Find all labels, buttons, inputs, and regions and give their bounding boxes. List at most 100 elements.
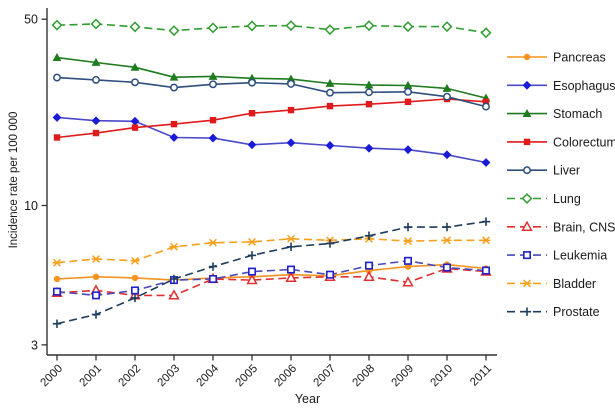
legend-item-brain-cns: Brain, CNS: [507, 220, 615, 234]
series-markers-brain-cns: [51, 262, 492, 300]
data-point-colorectum-2008: [365, 100, 373, 108]
legend: Pancreas Esophagus Stomach Colorectum Liver L…: [507, 51, 615, 319]
data-point-leukemia-2002: [131, 286, 140, 295]
legend-label-prostate: Prostate: [553, 305, 600, 319]
data-point-liver-2002: [131, 78, 139, 87]
legend-label-lung: Lung: [553, 192, 581, 206]
data-point-bladder-2001: [91, 255, 101, 263]
x-tick-label-2008: 2008: [351, 363, 378, 390]
legend-item-lung: Lung: [507, 192, 581, 206]
data-point-esophagus-2003: [169, 133, 179, 142]
legend-label-pancreas: Pancreas: [553, 51, 606, 65]
data-point-lung-2000: [51, 19, 63, 31]
data-point-leukemia-2006: [286, 265, 295, 274]
data-point-prostate-2002: [130, 293, 140, 303]
data-point-colorectum-2001: [92, 129, 100, 137]
data-point-brain-cns-2006: [285, 271, 297, 283]
data-point-esophagus-2011: [481, 158, 491, 167]
data-point-prostate-2008: [364, 231, 374, 240]
y-tick-label-3: 3: [31, 338, 38, 352]
data-point-pancreas-2000: [53, 275, 61, 283]
data-point-brain-cns-2008: [363, 270, 375, 281]
x-tick-label-2011: 2011: [468, 363, 494, 389]
series-line-liver: [56, 76, 487, 108]
data-point-lung-2010: [441, 21, 453, 33]
data-point-brain-cns-2003: [168, 289, 180, 300]
data-point-stomach-2006: [286, 74, 296, 83]
data-point-colorectum-2006: [287, 106, 295, 114]
data-point-bladder-2009: [403, 237, 413, 246]
data-point-stomach-2004: [208, 71, 218, 80]
data-point-prostate-2007: [325, 239, 335, 248]
data-point-esophagus-2010: [442, 150, 452, 160]
y-tick-label-50: 50: [24, 13, 38, 27]
data-point-esophagus-2006: [286, 138, 296, 148]
data-point-leukemia-2007: [325, 270, 334, 279]
data-point-esophagus-2009: [403, 145, 413, 155]
data-point-lung-2007: [324, 24, 336, 36]
data-point-lung-2004: [207, 22, 219, 34]
data-point-bladder-2010: [442, 236, 452, 245]
data-point-esophagus-2000: [52, 113, 62, 122]
data-point-colorectum-2000: [53, 134, 61, 141]
legend-item-prostate: Prostate: [507, 305, 600, 319]
legend-item-liver: Liver: [507, 164, 580, 178]
y-tick-label-10: 10: [24, 199, 38, 213]
y-axis-title: Incidence rate per 100 000: [8, 111, 20, 249]
data-point-stomach-2007: [325, 78, 335, 87]
data-point-esophagus-2002: [130, 116, 140, 126]
series-line-leukemia: [56, 259, 487, 297]
data-point-liver-2000: [53, 73, 61, 82]
data-point-lung-2002: [129, 21, 141, 33]
x-tick-label-2000: 2000: [39, 363, 66, 390]
series-markers-prostate: [52, 217, 491, 328]
data-point-colorectum-2011: [482, 98, 490, 105]
legend-marker-lung: [521, 193, 533, 204]
series-markers-liver: [53, 73, 490, 111]
data-point-esophagus-2004: [208, 133, 218, 143]
series-line-bladder: [56, 238, 486, 264]
legend-marker-liver: [523, 166, 531, 175]
x-tick-label-2002: 2002: [117, 363, 144, 390]
data-point-stomach-2001: [91, 57, 101, 66]
data-point-leukemia-2005: [248, 267, 257, 276]
legend-marker-colorectum: [523, 138, 531, 146]
data-point-stomach-2002: [130, 62, 140, 71]
legend-label-brain-cns: Brain, CNS: [553, 220, 615, 234]
data-point-leukemia-2009: [403, 256, 412, 265]
data-point-stomach-2010: [442, 83, 452, 92]
data-point-lung-2011: [480, 27, 492, 39]
data-point-leukemia-2004: [209, 274, 218, 283]
data-point-bladder-2003: [169, 242, 179, 251]
data-point-colorectum-2005: [248, 109, 256, 117]
data-point-prostate-2001: [91, 310, 101, 319]
data-point-leukemia-2008: [364, 261, 373, 270]
data-point-pancreas-2001: [92, 273, 100, 281]
data-point-colorectum-2009: [404, 98, 412, 105]
legend-label-stomach: Stomach: [553, 107, 602, 121]
x-tick-label-2007: 2007: [312, 363, 339, 390]
series-line-esophagus: [56, 116, 487, 164]
legend-marker-esophagus: [522, 80, 532, 90]
data-point-stomach-2003: [169, 72, 179, 81]
x-tick-label-2009: 2009: [390, 363, 417, 390]
data-point-liver-2007: [326, 88, 334, 97]
data-point-bladder-2006: [286, 234, 296, 243]
legend-marker-prostate: [522, 307, 532, 316]
data-point-colorectum-2003: [170, 120, 178, 128]
series-line-pancreas: [56, 263, 487, 281]
data-point-prostate-2010: [442, 222, 452, 232]
x-tick-label-2010: 2010: [429, 363, 456, 390]
data-point-liver-2010: [443, 92, 451, 101]
data-point-stomach-2008: [364, 80, 374, 89]
data-point-brain-cns-2005: [246, 273, 258, 285]
data-point-bladder-2000: [52, 258, 62, 267]
x-tick-label-2006: 2006: [273, 363, 300, 390]
legend-item-esophagus: Esophagus: [507, 79, 615, 93]
legend-label-bladder: Bladder: [553, 277, 596, 291]
data-point-prostate-2006: [286, 242, 296, 251]
data-point-prostate-2004: [208, 262, 218, 271]
series-markers-pancreas: [53, 261, 490, 284]
data-point-bladder-2002: [130, 256, 140, 265]
data-point-pancreas-2002: [131, 274, 139, 282]
